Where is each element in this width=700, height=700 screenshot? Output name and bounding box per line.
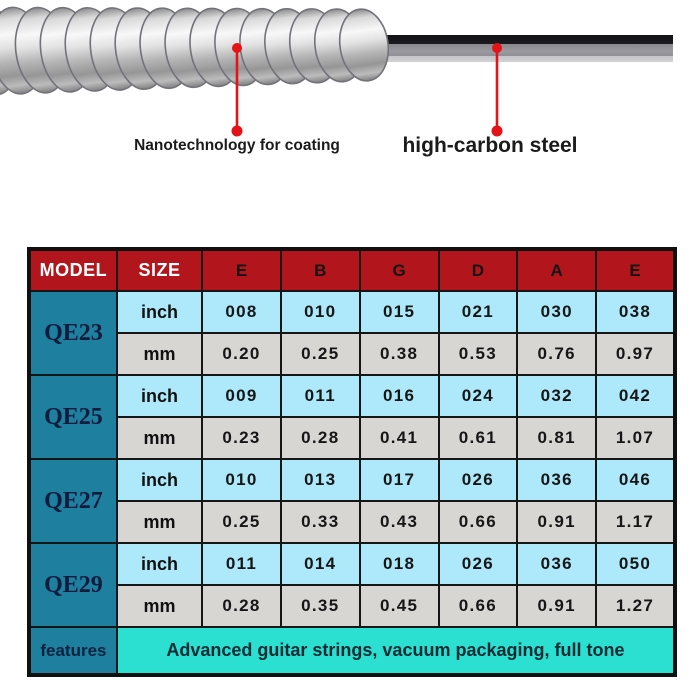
features-row: features Advanced guitar strings, vacuum … <box>28 626 677 676</box>
unit-label-mm: mm <box>115 416 204 460</box>
gauge-mm-QE29-2: 0.45 <box>358 584 440 628</box>
gauge-inch-QE29-5: 050 <box>595 542 676 586</box>
header-row: MODEL SIZE E B G D A E <box>28 248 676 292</box>
string-illustration-canvas <box>0 6 673 137</box>
gauge-mm-QE25-0: 0.23 <box>201 416 282 460</box>
unit-label-inch: inch <box>115 290 204 334</box>
coating-callout-line <box>231 43 243 137</box>
gauge-inch-QE27-0: 010 <box>201 458 282 502</box>
mm-row-QE27: mm 0.25 0.33 0.43 0.66 0.91 1.17 <box>29 500 676 544</box>
gauge-mm-QE27-3: 0.66 <box>437 500 519 544</box>
gauge-mm-QE29-3: 0.66 <box>437 584 519 628</box>
gauge-mm-QE23-2: 0.38 <box>358 332 440 376</box>
coating-label: Nanotechnology for coating <box>134 137 340 154</box>
gauge-mm-QE29-4: 0.91 <box>516 584 598 628</box>
inch-row-QE29: QE29 inch 011 014 018 026 036 050 <box>28 542 676 628</box>
mm-row-QE25: mm 0.23 0.28 0.41 0.61 0.81 1.07 <box>29 416 676 460</box>
gauge-inch-QE25-5: 042 <box>595 374 676 418</box>
gauge-inch-QE25-0: 009 <box>201 374 282 418</box>
features-label: features <box>28 626 118 676</box>
spec-table: MODEL SIZE E B G D A E QE23 inch 008 010 015 021 030 03… <box>27 247 677 677</box>
model-name-QE23: QE23 <box>28 290 118 376</box>
gauge-mm-QE23-0: 0.20 <box>201 332 282 376</box>
gauge-mm-QE27-5: 1.17 <box>595 500 676 544</box>
gauge-inch-QE27-1: 013 <box>279 458 361 502</box>
wound-string-coil-icon <box>0 6 390 96</box>
gauge-mm-QE23-5: 0.97 <box>595 332 676 376</box>
gauge-inch-QE25-1: 011 <box>279 374 361 418</box>
gauge-mm-QE29-0: 0.28 <box>201 584 282 628</box>
gauge-inch-QE23-3: 021 <box>437 290 519 334</box>
header-note-3: D <box>437 248 519 292</box>
gauge-inch-QE25-4: 032 <box>516 374 598 418</box>
gauge-mm-QE23-4: 0.76 <box>516 332 598 376</box>
gauge-inch-QE29-1: 014 <box>279 542 361 586</box>
spec-table-section: MODEL SIZE E B G D A E QE23 inch 008 010 015 021 030 03… <box>27 247 677 677</box>
unit-label-mm: mm <box>115 584 204 628</box>
gauge-mm-QE27-2: 0.43 <box>358 500 440 544</box>
header-note-4: A <box>516 248 598 292</box>
steel-core-string-icon <box>374 35 673 62</box>
unit-label-inch: inch <box>115 542 204 586</box>
gauge-inch-QE25-2: 016 <box>358 374 440 418</box>
gauge-mm-QE27-1: 0.33 <box>279 500 361 544</box>
gauge-inch-QE27-5: 046 <box>595 458 676 502</box>
model-name-QE29: QE29 <box>28 542 118 628</box>
steel-callout-line <box>491 43 503 137</box>
gauge-mm-QE25-2: 0.41 <box>358 416 440 460</box>
gauge-mm-QE25-3: 0.61 <box>437 416 519 460</box>
gauge-mm-QE25-4: 0.81 <box>516 416 598 460</box>
gauge-inch-QE23-1: 010 <box>279 290 361 334</box>
gauge-mm-QE25-5: 1.07 <box>595 416 676 460</box>
gauge-mm-QE25-1: 0.28 <box>279 416 361 460</box>
header-note-2: G <box>358 248 440 292</box>
header-note-0: E <box>201 248 282 292</box>
inch-row-QE27: QE27 inch 010 013 017 026 036 046 <box>28 458 676 544</box>
gauge-inch-QE27-2: 017 <box>358 458 440 502</box>
model-name-QE25: QE25 <box>28 374 118 460</box>
string-construction-diagram: Nanotechnology for coating high-carbon s… <box>0 0 700 175</box>
mm-row-QE23: mm 0.20 0.25 0.38 0.53 0.76 0.97 <box>29 332 676 376</box>
header-size: SIZE <box>115 248 204 292</box>
unit-label-inch: inch <box>115 374 204 418</box>
gauge-inch-QE29-0: 011 <box>201 542 282 586</box>
gauge-mm-QE27-0: 0.25 <box>201 500 282 544</box>
gauge-inch-QE23-0: 008 <box>201 290 282 334</box>
gauge-inch-QE29-2: 018 <box>358 542 440 586</box>
gauge-inch-QE27-3: 026 <box>437 458 519 502</box>
gauge-inch-QE23-2: 015 <box>358 290 440 334</box>
header-note-5: E <box>595 248 676 292</box>
gauge-mm-QE29-1: 0.35 <box>279 584 361 628</box>
unit-label-mm: mm <box>115 500 204 544</box>
gauge-inch-QE23-4: 030 <box>516 290 598 334</box>
gauge-inch-QE29-3: 026 <box>437 542 519 586</box>
gauge-inch-QE23-5: 038 <box>595 290 676 334</box>
steel-label: high-carbon steel <box>402 134 578 157</box>
inch-row-QE23: QE23 inch 008 010 015 021 030 038 <box>28 290 676 376</box>
gauge-mm-QE23-3: 0.53 <box>437 332 519 376</box>
gauge-mm-QE29-5: 1.27 <box>595 584 676 628</box>
model-name-QE27: QE27 <box>28 458 118 544</box>
header-note-1: B <box>279 248 361 292</box>
header-model: MODEL <box>28 248 118 292</box>
gauge-inch-QE25-3: 024 <box>437 374 519 418</box>
gauge-inch-QE29-4: 036 <box>516 542 598 586</box>
coil-loop <box>338 8 390 82</box>
features-text: Advanced guitar strings, vacuum packagin… <box>115 626 677 676</box>
mm-row-QE29: mm 0.28 0.35 0.45 0.66 0.91 1.27 <box>29 584 676 628</box>
gauge-mm-QE23-1: 0.25 <box>279 332 361 376</box>
unit-label-mm: mm <box>115 332 204 376</box>
inch-row-QE25: QE25 inch 009 011 016 024 032 042 <box>28 374 676 460</box>
gauge-mm-QE27-4: 0.91 <box>516 500 598 544</box>
unit-label-inch: inch <box>115 458 204 502</box>
gauge-inch-QE27-4: 036 <box>516 458 598 502</box>
